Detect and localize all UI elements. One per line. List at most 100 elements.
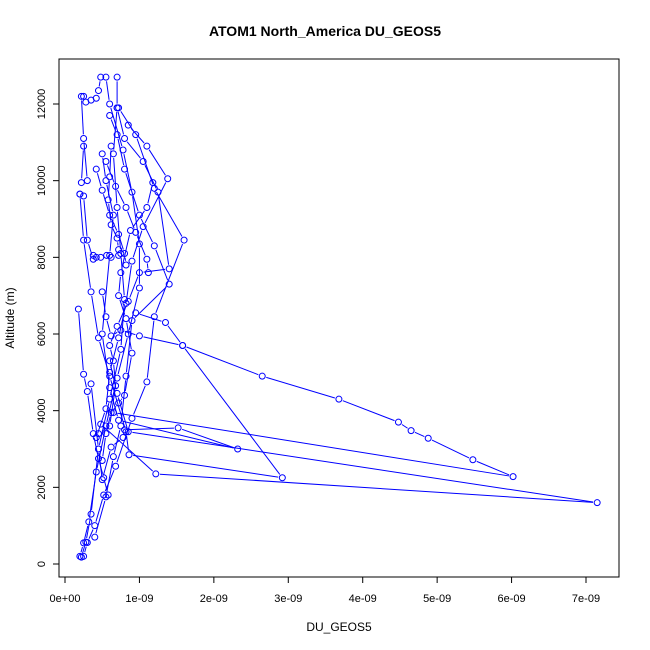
series-segment [106, 184, 113, 212]
data-point [106, 342, 114, 349]
series-segment [184, 348, 281, 475]
data-point [122, 315, 130, 323]
data-point [102, 493, 110, 501]
series-segment [98, 453, 103, 476]
series-17 [92, 165, 130, 269]
series-segment [127, 211, 135, 229]
x-axis: 0e+00 1e-09 2e-09 3e-09 4e-09 5e-09 6e-09 7e-09 [50, 576, 600, 605]
data-point [106, 384, 114, 392]
series-segment [83, 200, 88, 236]
x-tick-label: 0e+00 [50, 593, 81, 605]
data-point [117, 250, 125, 257]
series-segment [84, 378, 87, 388]
series-segment [134, 286, 167, 319]
data-point [112, 462, 120, 470]
data-point [135, 269, 143, 277]
series-segment [167, 325, 181, 343]
series-segment [110, 364, 117, 390]
series-5 [74, 305, 112, 499]
x-tick-label: 3e-09 [274, 593, 302, 605]
series-segment [143, 336, 179, 346]
data-point [121, 391, 129, 399]
data-point [179, 342, 187, 349]
series-segment [98, 81, 101, 87]
series-segment [81, 150, 84, 179]
data-point [132, 309, 140, 317]
data-point [121, 250, 129, 257]
series-segment [401, 424, 408, 429]
data-point [174, 424, 182, 432]
series-segment [103, 426, 154, 472]
series-segment [110, 341, 119, 369]
series-segment [148, 149, 166, 176]
series-16 [77, 92, 91, 187]
series-segment [144, 165, 157, 189]
y-tick-label: 2000 [36, 475, 48, 499]
series-segment [133, 385, 146, 415]
data-point [102, 405, 110, 413]
data-point [80, 142, 88, 150]
series-layer [74, 73, 601, 561]
series-segment [112, 228, 116, 235]
series-segment [132, 431, 594, 503]
data-point [122, 428, 130, 436]
series-segment [128, 427, 174, 431]
data-point [94, 87, 102, 95]
series-segment [106, 320, 111, 332]
series-segment [144, 182, 167, 224]
series-9 [87, 150, 242, 484]
series-segment [117, 337, 128, 375]
series-segment [181, 428, 234, 449]
data-point [117, 345, 125, 353]
data-point [149, 179, 157, 187]
data-point [87, 510, 95, 518]
data-point [143, 204, 151, 211]
series-segment [81, 100, 84, 135]
data-point [87, 288, 95, 296]
series-segment [91, 453, 99, 511]
data-point [98, 150, 106, 158]
series-segment [88, 243, 93, 256]
series-segment [86, 518, 91, 539]
data-point [109, 453, 117, 461]
data-point [164, 175, 172, 183]
series-segment [110, 330, 117, 342]
series-segment [119, 238, 124, 250]
series-segment [126, 435, 129, 451]
series-segment [136, 236, 146, 256]
data-point [150, 242, 158, 250]
series-segment [102, 338, 110, 384]
data-point [98, 288, 106, 296]
data-point [424, 434, 432, 442]
data-point [135, 332, 143, 340]
data-point [122, 299, 130, 307]
data-point [77, 179, 85, 187]
data-point [80, 236, 88, 244]
data-point [113, 204, 121, 211]
x-tick-label: 1e-09 [125, 593, 153, 605]
series-segment [114, 331, 118, 335]
data-point [94, 455, 102, 463]
data-point [278, 474, 286, 482]
series-segment [117, 111, 125, 135]
data-point [150, 313, 158, 321]
y-tick-label: 10000 [36, 165, 48, 196]
series-segment [102, 451, 111, 476]
data-point [394, 418, 402, 426]
data-point [91, 533, 99, 541]
series-segment [84, 525, 89, 539]
data-point [115, 334, 123, 342]
series-segment [91, 295, 99, 334]
series-segment [126, 322, 132, 350]
data-point [144, 269, 152, 277]
data-point [107, 142, 115, 150]
data-point [258, 372, 266, 380]
data-point [107, 443, 115, 451]
data-point [83, 539, 91, 547]
data-point [77, 92, 85, 100]
series-segment [159, 473, 594, 503]
data-point [113, 389, 121, 397]
data-point [469, 456, 477, 464]
series-segment [102, 259, 110, 330]
